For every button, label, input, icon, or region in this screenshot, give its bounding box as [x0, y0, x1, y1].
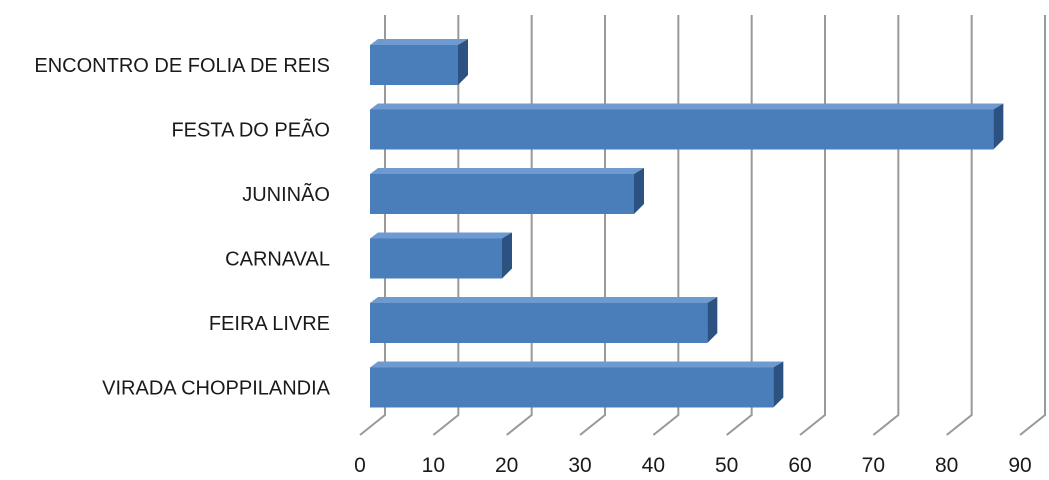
x-tick-label: 60 [788, 454, 811, 477]
bar-side-face [502, 232, 512, 279]
x-tick-label: 40 [642, 454, 665, 477]
category-label: ENCONTRO DE FOLIA DE REIS [34, 55, 330, 77]
category-label: CARNAVAL [225, 249, 330, 271]
x-tick-label: 10 [422, 454, 445, 477]
x-tick-label: 80 [935, 454, 958, 477]
bar-side-face [707, 297, 718, 343]
bar-front-face [370, 109, 994, 150]
bar [370, 103, 1004, 150]
gridline [799, 15, 826, 436]
gridlines [359, 15, 1046, 436]
bar-front-face [370, 367, 774, 408]
gridline [872, 15, 900, 436]
bar-front-face [370, 174, 634, 214]
gridline [946, 15, 973, 436]
x-tick-label: 30 [568, 454, 591, 477]
bar-front-face [370, 45, 458, 85]
bars [370, 39, 1004, 408]
x-tick-label: 0 [354, 454, 366, 477]
bar-side-face [458, 39, 468, 85]
bar [370, 361, 784, 408]
bar-top-face [370, 103, 1004, 110]
category-label: FEIRA LIVRE [209, 313, 330, 335]
bar [370, 297, 718, 343]
bar-top-face [370, 232, 512, 239]
bar [370, 168, 644, 214]
gridline [1019, 15, 1046, 436]
bar-side-face [993, 103, 1004, 150]
x-axis-ticks: 0 10 20 30 40 50 60 70 80 90 [354, 454, 1032, 477]
bar-front-face [370, 303, 708, 343]
category-labels: ENCONTRO DE FOLIA DE REIS FESTA DO PEÃO JU… [34, 55, 330, 400]
bar-side-face [773, 361, 784, 408]
x-tick-label: 20 [495, 454, 518, 477]
bar-front-face [370, 238, 502, 279]
x-tick-label: 70 [862, 454, 885, 477]
bar-side-face [634, 168, 644, 214]
category-label: VIRADA CHOPPILANDIA [102, 378, 331, 400]
x-tick-label: 90 [1008, 454, 1031, 477]
bar [370, 39, 468, 85]
bar-top-face [370, 361, 784, 368]
bar-top-face [370, 39, 468, 45]
category-label: JUNINÃO [242, 182, 330, 206]
bar-top-face [370, 168, 644, 174]
bar-top-face [370, 297, 718, 303]
category-label: FESTA DO PEÃO [171, 118, 330, 142]
x-tick-label: 50 [715, 454, 738, 477]
bar [370, 232, 512, 279]
